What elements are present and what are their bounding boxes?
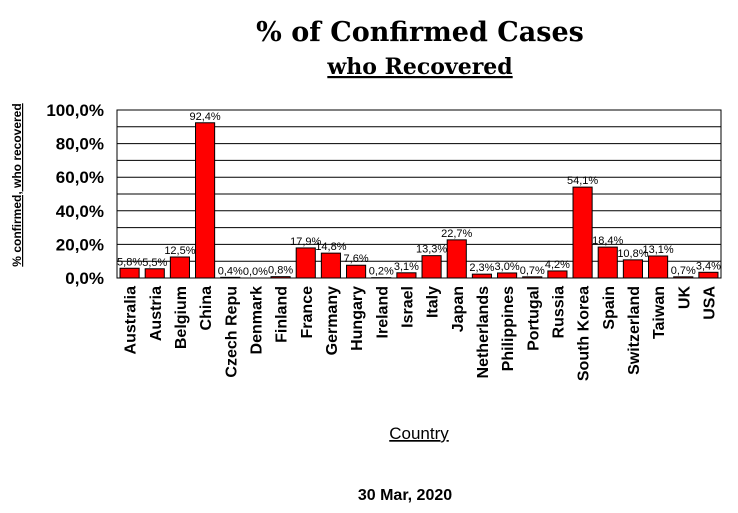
- date-footer: 30 Mar, 2020: [358, 487, 452, 504]
- category-label: China: [198, 286, 215, 331]
- data-label: 18,4%: [592, 235, 623, 247]
- bar: [698, 271, 719, 279]
- category-label: USA: [701, 286, 718, 320]
- data-label: 14,8%: [315, 241, 346, 253]
- data-label: 7,6%: [344, 253, 369, 265]
- bar: [673, 276, 694, 279]
- category-label: Switzerland: [626, 286, 643, 375]
- bar: [295, 247, 316, 279]
- bar: [346, 264, 367, 279]
- category-label: Italy: [425, 286, 442, 318]
- data-label: 17,9%: [290, 236, 321, 248]
- data-label: 12,5%: [164, 245, 195, 257]
- category-label: Russia: [550, 286, 567, 339]
- chart-title: % of Confirmed Cases: [256, 17, 584, 48]
- bar: [547, 270, 568, 279]
- bar: [421, 255, 442, 279]
- data-label: 13,3%: [416, 244, 447, 256]
- category-label: France: [299, 286, 316, 339]
- category-label: Czech Repu: [223, 286, 240, 378]
- bar: [119, 267, 140, 279]
- data-label: 0,4%: [218, 265, 243, 277]
- y-tick-label: 100,0%: [46, 101, 104, 120]
- data-label: 10,8%: [617, 248, 648, 260]
- bar: [220, 276, 241, 279]
- category-label: Netherlands: [475, 286, 492, 379]
- category-label: Austria: [148, 286, 165, 341]
- data-label: 0,7%: [520, 265, 545, 277]
- category-label: Portugal: [525, 286, 542, 351]
- data-label: 92,4%: [189, 111, 220, 123]
- data-label: 5,5%: [142, 257, 167, 269]
- data-label: 3,4%: [696, 260, 721, 272]
- bar: [597, 246, 618, 279]
- bars: [119, 122, 719, 279]
- bar: [396, 272, 417, 279]
- bar: [648, 255, 669, 279]
- category-label: Finland: [274, 286, 291, 343]
- data-label: 4,2%: [545, 259, 570, 271]
- data-label: 13,1%: [642, 244, 673, 256]
- category-label: Denmark: [248, 286, 265, 355]
- bar: [471, 273, 492, 279]
- data-label: 2,3%: [469, 262, 494, 274]
- data-label: 22,7%: [441, 228, 472, 240]
- category-label: Japan: [450, 286, 467, 332]
- bar: [270, 276, 291, 279]
- category-label: Ireland: [374, 286, 391, 338]
- bar: [522, 276, 543, 279]
- bar: [622, 259, 643, 279]
- category-label: Philippines: [500, 286, 517, 371]
- bar: [446, 239, 467, 279]
- data-label: 3,1%: [394, 261, 419, 273]
- y-axis-label: % confirmed, who recovered: [10, 103, 24, 266]
- y-tick-label: 20,0%: [56, 235, 104, 254]
- bar: [320, 252, 341, 279]
- data-label: 0,7%: [671, 265, 696, 277]
- data-labels: 5,8% 5,5%12,5% 92,4% 0,4% 0,0% 0,8% 17,9%14,8%…: [117, 111, 721, 278]
- gridlines: [117, 126, 721, 262]
- x-category-labels: Australia Austria Belgium China Czech Repu De…: [123, 286, 719, 382]
- y-tick-label: 80,0%: [56, 135, 104, 154]
- data-label: 0,8%: [268, 265, 293, 277]
- category-label: Australia: [123, 286, 140, 355]
- y-tick-label: 40,0%: [56, 202, 104, 221]
- category-label: Taiwan: [651, 286, 668, 339]
- bar: [572, 186, 593, 279]
- category-label: Israel: [399, 286, 416, 328]
- category-label: Germany: [324, 286, 341, 355]
- bar: [195, 122, 216, 279]
- y-tick-label: 0,0%: [65, 269, 104, 288]
- bar: [144, 268, 165, 279]
- category-label: Belgium: [173, 286, 190, 349]
- y-tick-label: 60,0%: [56, 168, 104, 187]
- category-label: Hungary: [349, 286, 366, 351]
- category-label: UK: [676, 286, 693, 310]
- bar: [497, 272, 518, 279]
- data-label: 54,1%: [567, 175, 598, 187]
- chart-subtitle: who Recovered: [326, 54, 512, 80]
- category-label: Spain: [601, 286, 618, 330]
- y-tick-labels: 0,0% 20,0% 40,0% 60,0% 80,0% 100,0%: [46, 101, 104, 288]
- x-axis-label: Country: [389, 424, 449, 443]
- category-label: South Korea: [576, 286, 593, 381]
- data-label: 3,0%: [495, 261, 520, 273]
- data-label: 0,0%: [243, 266, 268, 278]
- data-label: 5,8%: [117, 256, 142, 268]
- data-label: 0,2%: [369, 266, 394, 278]
- plot-area: 5,8% 5,5%12,5% 92,4% 0,4% 0,0% 0,8% 17,9%14,8%…: [116, 109, 722, 279]
- bar: [169, 256, 190, 279]
